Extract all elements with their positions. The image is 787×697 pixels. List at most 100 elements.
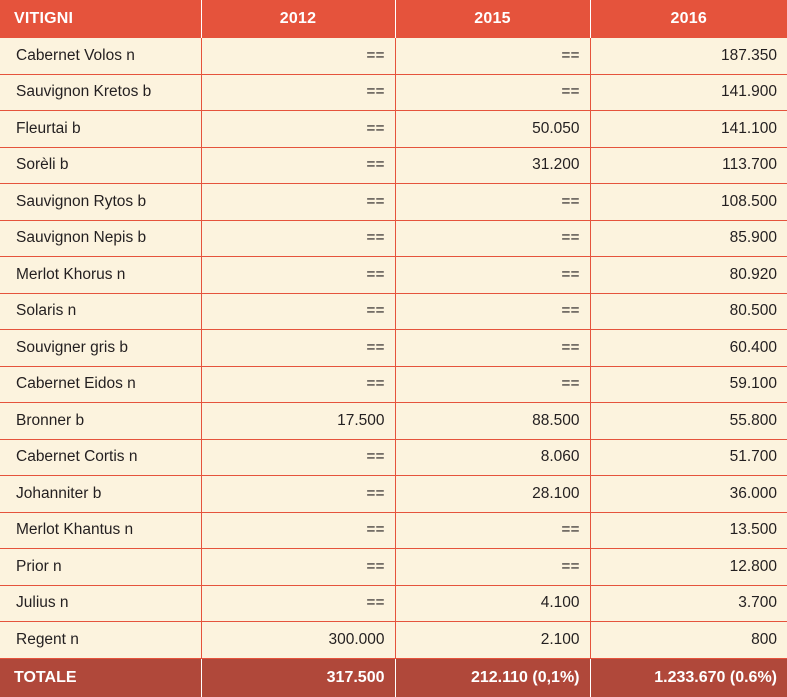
value-2015: 8.060 bbox=[395, 439, 591, 476]
value-2012: == bbox=[201, 293, 396, 330]
table-row: Bronner b 17.500 88.500 55.800 bbox=[0, 402, 787, 440]
value-2015: 2.100 bbox=[395, 621, 591, 659]
variety-name: Prior n bbox=[0, 548, 202, 586]
variety-name: Johanniter b bbox=[0, 475, 202, 513]
value-2016: 108.500 bbox=[590, 183, 787, 221]
variety-name: Bronner b bbox=[0, 402, 202, 440]
table-row: Johanniter b == 28.100 36.000 bbox=[0, 475, 787, 513]
table-body: Cabernet Volos n == == 187.350 Sauvignon… bbox=[0, 38, 787, 659]
table-row: Cabernet Eidos n == == 59.100 bbox=[0, 366, 787, 403]
value-2016: 141.900 bbox=[590, 74, 787, 111]
table-row: Merlot Khorus n == == 80.920 bbox=[0, 256, 787, 294]
value-2016: 51.700 bbox=[590, 439, 787, 476]
value-2016: 59.100 bbox=[590, 366, 787, 403]
table-footer: TOTALE 317.500 212.110 (0,1%) 1.233.670 … bbox=[0, 658, 787, 697]
value-2012: == bbox=[201, 585, 396, 622]
value-2015: == bbox=[395, 74, 591, 111]
value-2012: == bbox=[201, 475, 396, 513]
table-row: Cabernet Cortis n == 8.060 51.700 bbox=[0, 439, 787, 476]
value-2015: == bbox=[395, 38, 591, 75]
value-2015: == bbox=[395, 366, 591, 403]
value-2012: == bbox=[201, 74, 396, 111]
value-2015: 31.200 bbox=[395, 147, 591, 184]
table-row: Prior n == == 12.800 bbox=[0, 548, 787, 586]
table-header: VITIGNI 2012 2015 2016 bbox=[0, 0, 787, 38]
value-2015: 88.500 bbox=[395, 402, 591, 440]
value-2015: == bbox=[395, 256, 591, 294]
table-row: Fleurtai b == 50.050 141.100 bbox=[0, 110, 787, 148]
value-2012: == bbox=[201, 220, 396, 257]
value-2015: == bbox=[395, 293, 591, 330]
table-row: Solaris n == == 80.500 bbox=[0, 293, 787, 330]
value-2015: == bbox=[395, 183, 591, 221]
total-2016: 1.233.670 (0.6%) bbox=[590, 658, 787, 697]
value-2016: 85.900 bbox=[590, 220, 787, 257]
variety-name: Julius n bbox=[0, 585, 202, 622]
value-2016: 36.000 bbox=[590, 475, 787, 513]
value-2016: 141.100 bbox=[590, 110, 787, 148]
value-2016: 3.700 bbox=[590, 585, 787, 622]
variety-name: Sorèli b bbox=[0, 147, 202, 184]
value-2012: == bbox=[201, 366, 396, 403]
total-2012: 317.500 bbox=[201, 658, 396, 697]
variety-name: Merlot Khantus n bbox=[0, 512, 202, 549]
total-row: TOTALE 317.500 212.110 (0,1%) 1.233.670 … bbox=[0, 658, 787, 697]
value-2016: 80.920 bbox=[590, 256, 787, 294]
table-row: Regent n 300.000 2.100 800 bbox=[0, 621, 787, 659]
variety-name: Sauvignon Rytos b bbox=[0, 183, 202, 221]
value-2012: == bbox=[201, 38, 396, 75]
value-2012: == bbox=[201, 512, 396, 549]
value-2015: == bbox=[395, 548, 591, 586]
header-year-2016: 2016 bbox=[590, 0, 787, 38]
table-row: Sauvignon Rytos b == == 108.500 bbox=[0, 183, 787, 221]
table-row: Julius n == 4.100 3.700 bbox=[0, 585, 787, 622]
value-2012: 300.000 bbox=[201, 621, 396, 659]
value-2012: == bbox=[201, 548, 396, 586]
variety-name: Solaris n bbox=[0, 293, 202, 330]
header-year-2012: 2012 bbox=[201, 0, 396, 38]
value-2012: == bbox=[201, 147, 396, 184]
value-2016: 113.700 bbox=[590, 147, 787, 184]
value-2016: 13.500 bbox=[590, 512, 787, 549]
total-2015: 212.110 (0,1%) bbox=[395, 658, 591, 697]
header-row: VITIGNI 2012 2015 2016 bbox=[0, 0, 787, 38]
value-2016: 55.800 bbox=[590, 402, 787, 440]
value-2015: 28.100 bbox=[395, 475, 591, 513]
variety-name: Cabernet Cortis n bbox=[0, 439, 202, 476]
variety-name: Cabernet Volos n bbox=[0, 38, 202, 75]
header-varieties: VITIGNI bbox=[0, 0, 202, 38]
table-row: Souvigner gris b == == 60.400 bbox=[0, 329, 787, 367]
table-row: Merlot Khantus n == == 13.500 bbox=[0, 512, 787, 549]
table-row: Sauvignon Kretos b == == 141.900 bbox=[0, 74, 787, 111]
total-label: TOTALE bbox=[0, 658, 202, 697]
variety-name: Souvigner gris b bbox=[0, 329, 202, 367]
value-2015: == bbox=[395, 512, 591, 549]
variety-name: Sauvignon Nepis b bbox=[0, 220, 202, 257]
value-2012: == bbox=[201, 329, 396, 367]
variety-name: Cabernet Eidos n bbox=[0, 366, 202, 403]
value-2016: 187.350 bbox=[590, 38, 787, 75]
value-2012: == bbox=[201, 256, 396, 294]
table-row: Sorèli b == 31.200 113.700 bbox=[0, 147, 787, 184]
value-2012: == bbox=[201, 183, 396, 221]
variety-name: Regent n bbox=[0, 621, 202, 659]
value-2015: 50.050 bbox=[395, 110, 591, 148]
variety-name: Fleurtai b bbox=[0, 110, 202, 148]
value-2016: 60.400 bbox=[590, 329, 787, 367]
value-2015: == bbox=[395, 329, 591, 367]
variety-name: Merlot Khorus n bbox=[0, 256, 202, 294]
value-2012: 17.500 bbox=[201, 402, 396, 440]
value-2016: 12.800 bbox=[590, 548, 787, 586]
value-2016: 80.500 bbox=[590, 293, 787, 330]
table-row: Cabernet Volos n == == 187.350 bbox=[0, 38, 787, 75]
header-year-2015: 2015 bbox=[395, 0, 591, 38]
value-2012: == bbox=[201, 439, 396, 476]
value-2015: == bbox=[395, 220, 591, 257]
value-2016: 800 bbox=[590, 621, 787, 659]
table-row: Sauvignon Nepis b == == 85.900 bbox=[0, 220, 787, 257]
value-2015: 4.100 bbox=[395, 585, 591, 622]
variety-name: Sauvignon Kretos b bbox=[0, 74, 202, 111]
value-2012: == bbox=[201, 110, 396, 148]
